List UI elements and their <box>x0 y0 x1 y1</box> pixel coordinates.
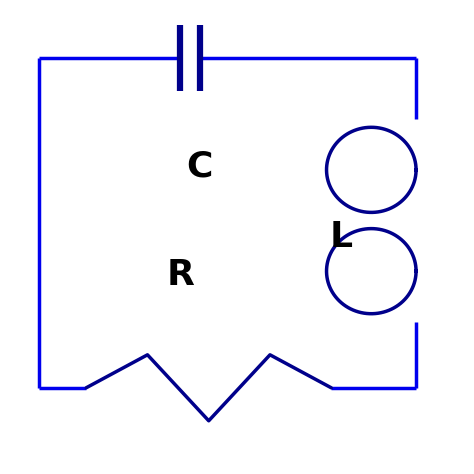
Text: R: R <box>166 258 194 292</box>
Text: L: L <box>329 220 352 254</box>
Text: C: C <box>186 149 212 183</box>
